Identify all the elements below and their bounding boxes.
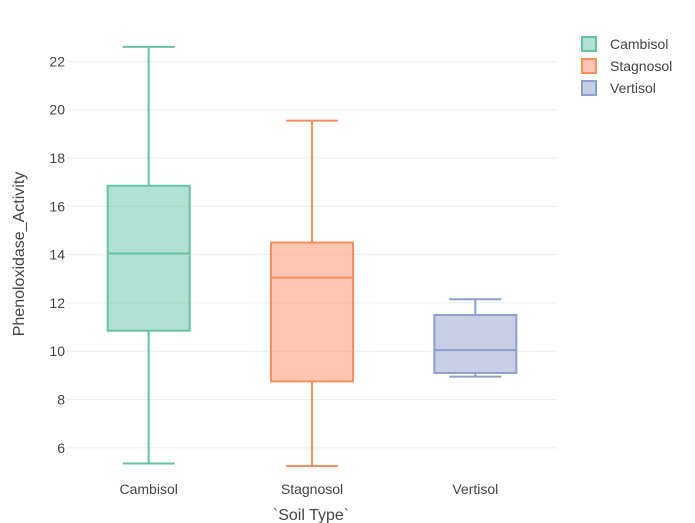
y-tick-label: 18: [49, 150, 65, 166]
x-tick-label: Vertisol: [452, 481, 498, 497]
legend-item-vertisol[interactable]: Vertisol: [581, 80, 656, 96]
x-tick-label: Stagnosol: [281, 481, 343, 497]
legend-swatch: [581, 80, 597, 96]
x-axis-ticks: Cambisol Stagnosol Vertisol: [119, 481, 498, 497]
y-tick-label: 8: [57, 392, 65, 408]
legend-item-cambisol[interactable]: Cambisol: [581, 36, 668, 52]
x-axis-title: `Soil Type`: [273, 507, 349, 523]
y-axis-title: Phenoloxidase_Activity: [11, 172, 28, 337]
box-stagnosol[interactable]: [270, 119, 354, 467]
y-tick-label: 14: [49, 247, 65, 263]
box-cambisol[interactable]: [106, 45, 191, 465]
y-tick-label: 12: [49, 295, 65, 311]
iqr-box: [433, 314, 518, 374]
y-tick-label: 22: [49, 53, 65, 69]
legend-label: Cambisol: [610, 36, 668, 52]
legend-item-stagnosol[interactable]: Stagnosol: [581, 58, 672, 74]
legend-label: Vertisol: [610, 80, 656, 96]
y-tick-label: 20: [49, 102, 65, 118]
x-tick-label: Cambisol: [119, 481, 177, 497]
iqr-box: [270, 241, 354, 383]
legend-swatch: [581, 58, 597, 74]
legend-label: Stagnosol: [610, 58, 672, 74]
y-tick-label: 16: [49, 198, 65, 214]
y-tick-label: 6: [57, 440, 65, 456]
legend-swatch: [581, 36, 597, 52]
box-series: [106, 45, 518, 467]
box-vertisol[interactable]: [433, 298, 518, 378]
y-axis-ticks: 6 8 10 12 14 16 18 20 22: [49, 53, 65, 455]
legend[interactable]: Cambisol Stagnosol Vertisol: [581, 36, 672, 96]
y-tick-label: 10: [49, 343, 65, 359]
iqr-box: [106, 184, 191, 332]
